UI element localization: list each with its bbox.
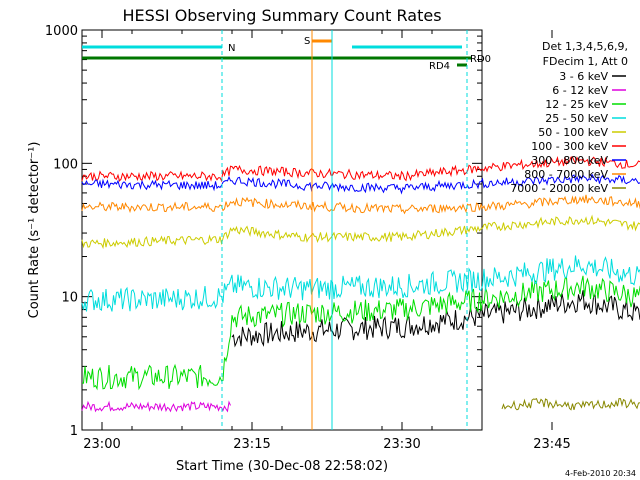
y-tick-label: 10: [61, 291, 78, 306]
x-axis-label: Start Time (30-Dec-08 22:58:02): [176, 459, 388, 474]
legend-entry-label: 6 - 12 keV: [552, 84, 608, 97]
y-axis-label: Count Rate (s⁻¹ detector⁻¹): [27, 142, 42, 319]
legend-entry-label: 50 - 100 keV: [538, 126, 608, 139]
x-tick-label: 23:15: [233, 437, 270, 452]
series-line: [81, 194, 640, 215]
chart-title: HESSI Observing Summary Count Rates: [122, 6, 441, 25]
x-tick-label: 23:00: [83, 437, 120, 452]
series-line: [501, 398, 640, 411]
saa-label: S: [304, 36, 310, 47]
legend-entry-label: 7000 - 20000 keV: [510, 182, 608, 195]
rd0-label: RD0: [470, 54, 491, 65]
legend-entry-label: 800 - 7000 keV: [524, 168, 608, 181]
legend-entry-label: 300 - 800 keV: [531, 154, 608, 167]
x-tick-label: 23:45: [533, 437, 570, 452]
legend-header: Det 1,3,4,5,6,9,: [542, 40, 628, 53]
y-tick-label: 1: [70, 424, 78, 439]
plot-frame: [81, 29, 483, 431]
legend-entry-label: 25 - 50 keV: [545, 112, 608, 125]
legend-header: FDecim 1, Att 0: [543, 55, 628, 68]
series-line: [231, 290, 640, 348]
rd4-label: RD4: [429, 61, 450, 72]
legend: Det 1,3,4,5,6,9, FDecim 1, Att 0 3 - 6 keV…: [510, 40, 628, 195]
legend-entry-label: 100 - 300 keV: [531, 140, 608, 153]
series-line: [81, 214, 640, 250]
axis-ticks: 23:0023:1523:3023:4500:0000:1500:3011010…: [45, 24, 571, 452]
y-tick-label: 1000: [45, 24, 78, 39]
legend-entry-label: 3 - 6 keV: [559, 70, 608, 83]
series-line: [81, 400, 231, 413]
legend-entry-label: 12 - 25 keV: [545, 98, 608, 111]
x-tick-label: 23:30: [383, 437, 420, 452]
footer-date: 4-Feb-2010 20:34: [565, 469, 636, 478]
y-tick-label: 100: [53, 157, 78, 172]
night-label: N: [228, 43, 235, 54]
